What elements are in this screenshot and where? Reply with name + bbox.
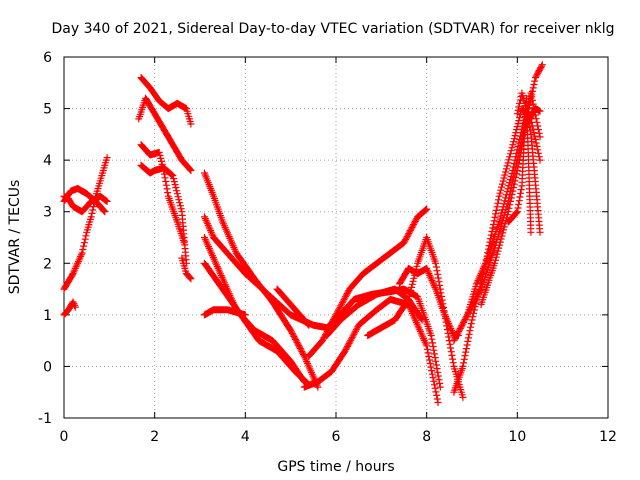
y-tick-label: 2 xyxy=(43,256,52,272)
series-arc-b xyxy=(60,154,111,293)
y-tick-label: -1 xyxy=(38,411,52,427)
data-point-markers xyxy=(137,74,195,128)
x-axis-label: GPS time / hours xyxy=(277,459,394,475)
y-tick-label: 1 xyxy=(43,308,52,324)
x-tick-label: 4 xyxy=(241,429,250,445)
series-arc-n xyxy=(201,306,249,319)
data-point-markers xyxy=(305,205,431,360)
series-arc-s xyxy=(300,295,442,406)
data-point-markers xyxy=(396,264,462,339)
series-arc-c xyxy=(60,298,79,319)
x-tick-label: 6 xyxy=(332,429,341,445)
y-tick-label: 4 xyxy=(43,153,52,169)
y-tick-label: 0 xyxy=(43,359,52,375)
series-arc-p xyxy=(305,205,431,360)
x-tick-label: 8 xyxy=(422,429,431,445)
data-point-markers xyxy=(273,285,313,329)
y-axis-label: SDTVAR / TECUs xyxy=(7,180,23,295)
data-points xyxy=(60,61,546,406)
series-arc-h xyxy=(137,161,190,267)
data-point-markers xyxy=(60,154,111,293)
series-arc-r xyxy=(332,285,444,391)
series-arc-g xyxy=(137,141,188,247)
data-point-markers xyxy=(137,161,190,267)
series-arc-i xyxy=(178,254,195,283)
x-tick-label: 12 xyxy=(599,429,617,445)
series-arc-f xyxy=(135,94,195,174)
y-tick-label: 6 xyxy=(43,50,52,66)
y-tick-label: 3 xyxy=(43,205,52,221)
series-arc-e xyxy=(137,74,195,128)
data-point-markers xyxy=(60,192,111,216)
data-point-markers xyxy=(60,298,79,319)
y-axis: -1 0 1 2 3 4 5 6 xyxy=(38,50,608,427)
x-axis: 0 2 4 6 8 10 12 xyxy=(60,57,617,445)
series-arc-d xyxy=(60,192,111,216)
data-point-markers xyxy=(137,141,188,247)
data-point-markers xyxy=(201,306,249,319)
y-tick-label: 5 xyxy=(43,102,52,118)
data-point-markers xyxy=(513,89,544,236)
data-point-markers xyxy=(178,254,195,283)
x-tick-label: 2 xyxy=(150,429,159,445)
series-arc-u xyxy=(396,264,462,339)
x-tick-label: 0 xyxy=(60,429,69,445)
data-point-markers xyxy=(300,295,442,406)
chart-title: Day 340 of 2021, Sidereal Day-to-day VTE… xyxy=(52,21,615,37)
data-point-markers xyxy=(332,285,444,391)
series-arc-aa xyxy=(513,89,544,236)
series-arc-o xyxy=(273,285,313,329)
data-point-markers xyxy=(135,94,195,174)
x-tick-label: 10 xyxy=(508,429,526,445)
